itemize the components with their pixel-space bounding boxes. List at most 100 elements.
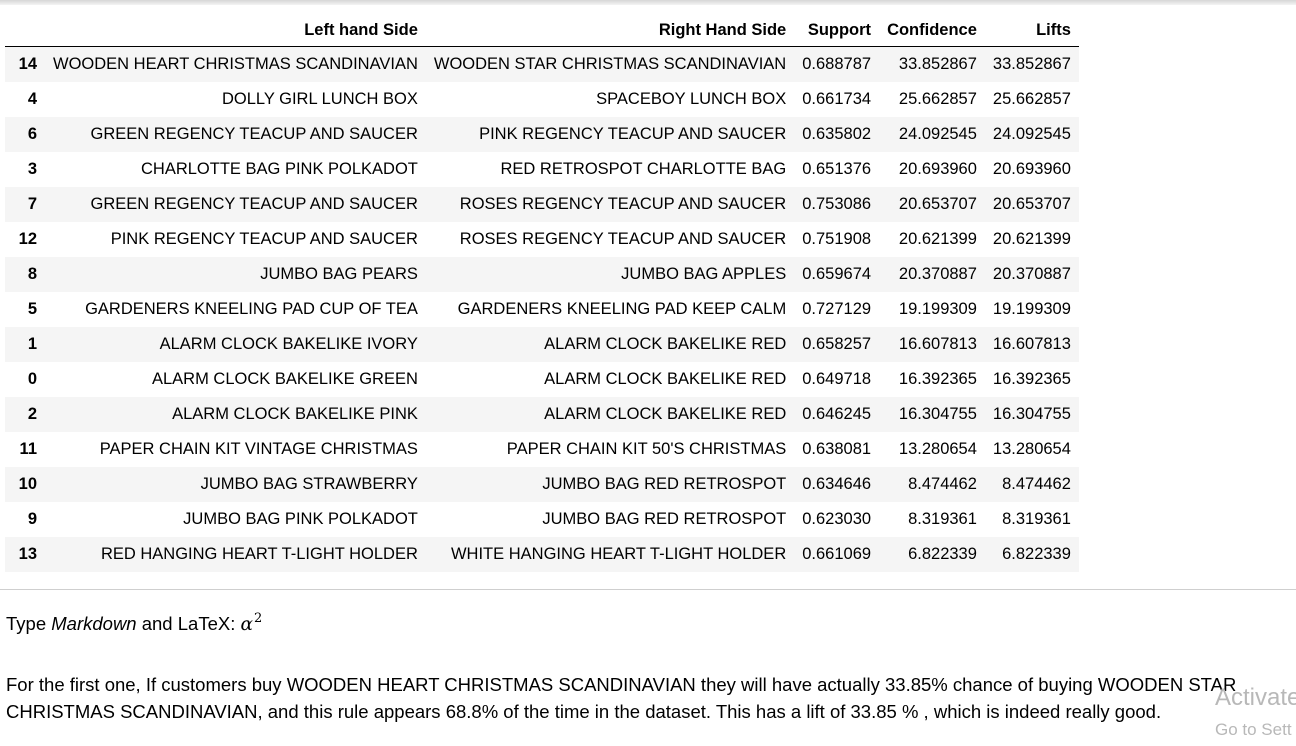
- table-row: 8 JUMBO BAG PEARS JUMBO BAG APPLES 0.659674…: [5, 257, 1079, 292]
- table-row: 10 JUMBO BAG STRAWBERRY JUMBO BAG RED RETR…: [5, 467, 1079, 502]
- cell-right-hand-side: ROSES REGENCY TEACUP AND SAUCER: [459, 230, 787, 248]
- rules-table: Left hand Side Right Hand Side Support C…: [5, 14, 1079, 572]
- cell-left-hand-side: ALARM CLOCK BAKELIKE GREEN: [151, 370, 418, 388]
- cell-right-hand-side: RED RETROSPOT CHARLOTTE BAG: [500, 160, 787, 178]
- markdown-emphasis: Markdown: [51, 613, 137, 634]
- row-index: 5: [27, 300, 37, 318]
- header-confidence: Confidence: [887, 20, 977, 39]
- cell-right-hand-side: JUMBO BAG RED RETROSPOT: [542, 475, 787, 493]
- markdown-middle: and LaTeX:: [136, 613, 241, 634]
- cell-left-hand-side: GARDENERS KNEELING PAD CUP OF TEA: [85, 300, 418, 318]
- row-index: 10: [18, 475, 37, 493]
- markdown-input-cell[interactable]: Type Markdown and LaTeX: α2: [6, 605, 262, 638]
- cell-lifts: 25.662857: [992, 90, 1071, 108]
- cell-support: 0.646245: [802, 405, 872, 423]
- math-alpha: α2: [240, 611, 263, 635]
- row-index: 1: [27, 335, 37, 353]
- cell-confidence: 20.621399: [898, 230, 977, 248]
- cell-confidence: 13.280654: [898, 440, 977, 458]
- header-lifts: Lifts: [1036, 20, 1071, 39]
- row-index: 4: [27, 90, 37, 108]
- cell-lifts: 16.392365: [992, 370, 1071, 388]
- table-row: 2 ALARM CLOCK BAKELIKE PINK ALARM CLOCK BA…: [5, 397, 1079, 432]
- cell-lifts: 8.319361: [1002, 510, 1071, 528]
- cell-right-hand-side: JUMBO BAG APPLES: [621, 265, 787, 283]
- cell-support: 0.651376: [802, 160, 872, 178]
- cell-confidence: 33.852867: [898, 55, 977, 73]
- cell-confidence: 8.319361: [908, 510, 977, 528]
- cell-lifts: 20.370887: [992, 265, 1071, 283]
- cell-right-hand-side: PINK REGENCY TEACUP AND SAUCER: [479, 125, 787, 143]
- table-row: 3 CHARLOTTE BAG PINK POLKADOT RED RETROSPO…: [5, 152, 1079, 187]
- cell-right-hand-side: PAPER CHAIN KIT 50'S CHRISTMAS: [506, 440, 787, 458]
- cell-left-hand-side: PAPER CHAIN KIT VINTAGE CHRISTMAS: [99, 440, 418, 458]
- cell-lifts: 20.653707: [992, 195, 1071, 213]
- cell-left-hand-side: PINK REGENCY TEACUP AND SAUCER: [110, 230, 418, 248]
- cell-confidence: 16.392365: [898, 370, 977, 388]
- row-index: 14: [18, 55, 37, 73]
- table-row: 12 PINK REGENCY TEACUP AND SAUCER ROSES RE…: [5, 222, 1079, 257]
- row-index: 3: [27, 160, 37, 178]
- paragraph-line-2: CHRISTMAS SCANDINAVIAN, and this rule ap…: [6, 701, 1162, 722]
- cell-right-hand-side: ALARM CLOCK BAKELIKE RED: [544, 335, 787, 353]
- cell-confidence: 16.304755: [898, 405, 977, 423]
- cell-left-hand-side: CHARLOTTE BAG PINK POLKADOT: [141, 160, 418, 178]
- cell-left-hand-side: ALARM CLOCK BAKELIKE IVORY: [159, 335, 418, 353]
- cell-lifts: 16.304755: [992, 405, 1071, 423]
- table-header-row: Left hand Side Right Hand Side Support C…: [5, 14, 1079, 47]
- cell-support: 0.649718: [802, 370, 872, 388]
- cell-left-hand-side: ALARM CLOCK BAKELIKE PINK: [172, 405, 418, 423]
- cell-lifts: 16.607813: [992, 335, 1071, 353]
- cell-support: 0.753086: [802, 195, 872, 213]
- cell-lifts: 24.092545: [992, 125, 1071, 143]
- table-body: 14 WOODEN HEART CHRISTMAS SCANDINAVIAN WOO…: [5, 46, 1079, 572]
- cell-left-hand-side: JUMBO BAG PEARS: [260, 265, 418, 283]
- cell-left-hand-side: RED HANGING HEART T-LIGHT HOLDER: [100, 545, 418, 563]
- cell-lifts: 20.693960: [992, 160, 1071, 178]
- cell-separator: [0, 589, 1296, 590]
- table-row: 11 PAPER CHAIN KIT VINTAGE CHRISTMAS PAPER…: [5, 432, 1079, 467]
- paragraph-line-1: For the first one, If customers buy WOOD…: [6, 674, 1237, 695]
- cell-left-hand-side: DOLLY GIRL LUNCH BOX: [221, 90, 418, 108]
- activation-watermark-title: Activate: [1215, 684, 1296, 711]
- cell-right-hand-side: GARDENERS KNEELING PAD KEEP CALM: [457, 300, 787, 318]
- header-support: Support: [807, 20, 872, 39]
- row-index: 13: [18, 545, 37, 563]
- cell-support: 0.661734: [802, 90, 872, 108]
- table-row: 13 RED HANGING HEART T-LIGHT HOLDER WHITE …: [5, 537, 1079, 572]
- header-left-hand-side: Left hand Side: [304, 20, 418, 39]
- cell-confidence: 20.370887: [898, 265, 977, 283]
- row-index: 12: [18, 230, 37, 248]
- cell-support: 0.727129: [802, 300, 872, 318]
- cell-lifts: 33.852867: [992, 55, 1071, 73]
- row-index: 11: [19, 440, 37, 458]
- cell-confidence: 24.092545: [898, 125, 977, 143]
- cell-lifts: 19.199309: [992, 300, 1071, 318]
- table-row: 6 GREEN REGENCY TEACUP AND SAUCER PINK REG…: [5, 117, 1079, 152]
- math-symbol: α: [240, 614, 253, 635]
- row-index: 2: [27, 405, 37, 423]
- row-index: 0: [27, 370, 37, 388]
- cell-right-hand-side: ALARM CLOCK BAKELIKE RED: [544, 370, 787, 388]
- cell-support: 0.634646: [802, 475, 872, 493]
- cell-support: 0.659674: [802, 265, 872, 283]
- cell-lifts: 8.474462: [1002, 475, 1071, 493]
- cell-right-hand-side: SPACEBOY LUNCH BOX: [596, 90, 787, 108]
- row-index: 8: [27, 265, 37, 283]
- cell-left-hand-side: JUMBO BAG STRAWBERRY: [200, 475, 418, 493]
- cell-support: 0.623030: [802, 510, 872, 528]
- cell-left-hand-side: WOODEN HEART CHRISTMAS SCANDINAVIAN: [53, 55, 418, 73]
- table-row: 9 JUMBO BAG PINK POLKADOT JUMBO BAG RED RE…: [5, 502, 1079, 537]
- cell-confidence: 8.474462: [908, 475, 977, 493]
- cell-lifts: 13.280654: [992, 440, 1071, 458]
- cell-support: 0.658257: [802, 335, 872, 353]
- cell-lifts: 6.822339: [1002, 545, 1071, 563]
- table-row: 14 WOODEN HEART CHRISTMAS SCANDINAVIAN WOO…: [5, 46, 1079, 82]
- table-row: 4 DOLLY GIRL LUNCH BOX SPACEBOY LUNCH BOX 0…: [5, 82, 1079, 117]
- header-right-hand-side: Right Hand Side: [658, 20, 787, 39]
- cell-confidence: 19.199309: [898, 300, 977, 318]
- table-row: 0 ALARM CLOCK BAKELIKE GREEN ALARM CLOCK B…: [5, 362, 1079, 397]
- cell-left-hand-side: GREEN REGENCY TEACUP AND SAUCER: [90, 195, 418, 213]
- math-exponent: 2: [253, 611, 263, 626]
- cell-support: 0.661069: [802, 545, 872, 563]
